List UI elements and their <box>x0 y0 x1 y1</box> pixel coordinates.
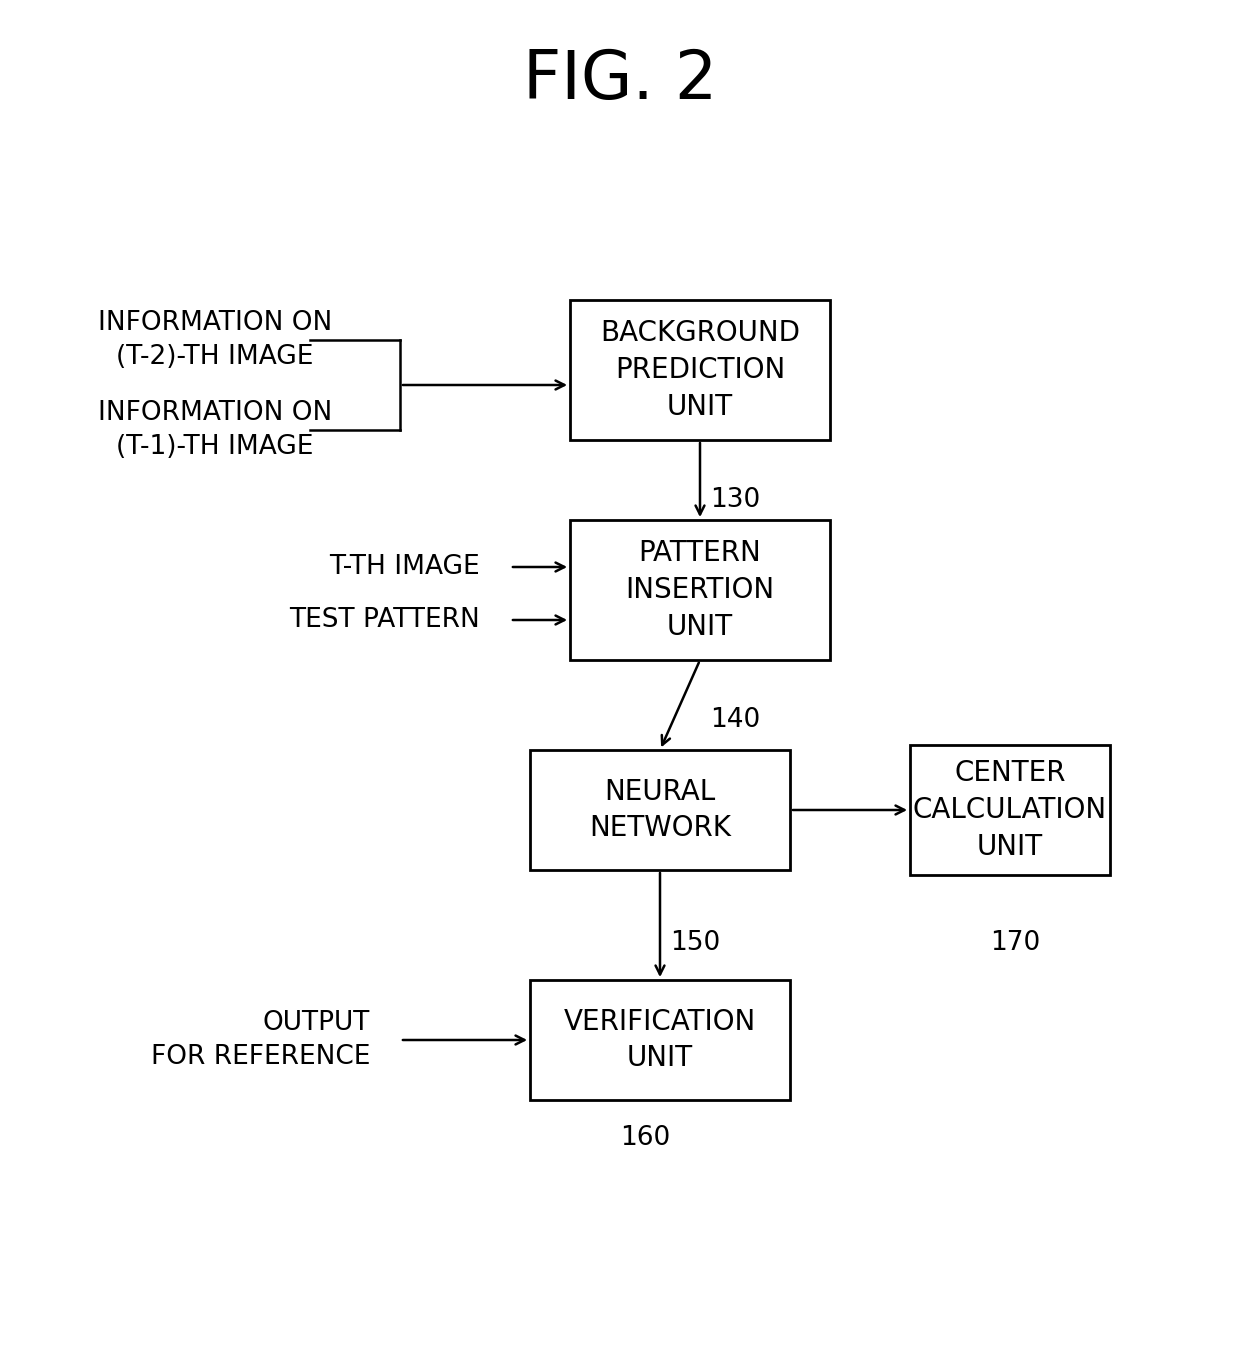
Bar <box>529 981 790 1100</box>
Text: T-TH IMAGE: T-TH IMAGE <box>330 554 480 579</box>
Text: 170: 170 <box>990 930 1040 956</box>
Text: 160: 160 <box>620 1125 671 1151</box>
Text: TEST PATTERN: TEST PATTERN <box>289 607 480 632</box>
Bar <box>910 745 1110 874</box>
Text: PATTERN
INSERTION
UNIT: PATTERN INSERTION UNIT <box>625 539 775 641</box>
Text: 150: 150 <box>670 930 720 956</box>
Text: FIG. 2: FIG. 2 <box>523 48 717 113</box>
Text: 130: 130 <box>711 487 760 513</box>
Text: CENTER
CALCULATION
UNIT: CENTER CALCULATION UNIT <box>913 759 1107 861</box>
Text: NEURAL
NETWORK: NEURAL NETWORK <box>589 778 732 842</box>
Text: BACKGROUND
PREDICTION
UNIT: BACKGROUND PREDICTION UNIT <box>600 320 800 420</box>
Text: OUTPUT
FOR REFERENCE: OUTPUT FOR REFERENCE <box>150 1010 370 1070</box>
Bar <box>570 520 830 660</box>
Text: INFORMATION ON
(T-1)-TH IMAGE: INFORMATION ON (T-1)-TH IMAGE <box>98 400 332 460</box>
Bar <box>529 749 790 870</box>
Bar <box>570 301 830 441</box>
Text: VERIFICATION
UNIT: VERIFICATION UNIT <box>564 1008 756 1073</box>
Text: 140: 140 <box>711 707 760 733</box>
Text: INFORMATION ON
(T-2)-TH IMAGE: INFORMATION ON (T-2)-TH IMAGE <box>98 310 332 370</box>
